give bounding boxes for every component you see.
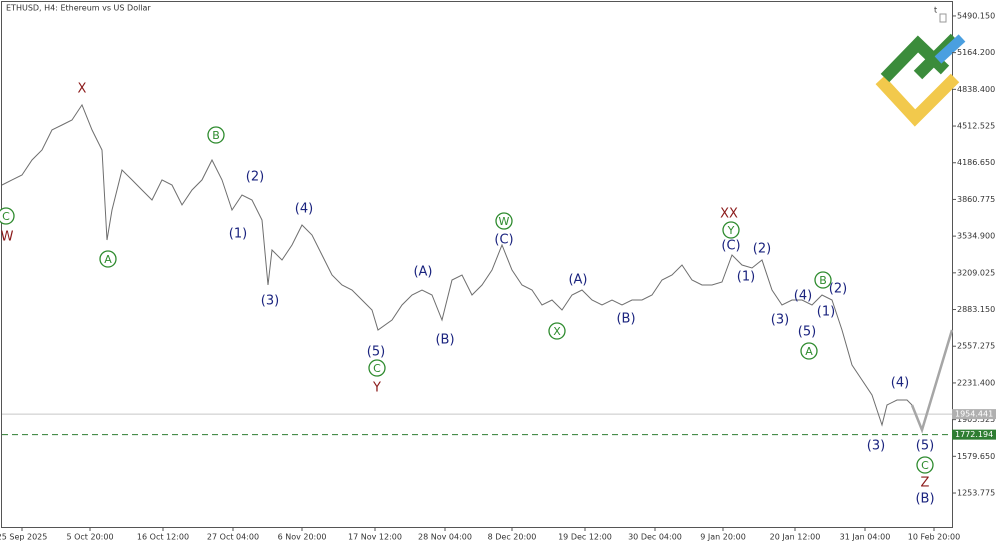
x-tick-label: 6 Nov 20:00	[278, 533, 327, 542]
x-tick-label: 8 Dec 20:00	[488, 533, 537, 542]
wave-circle	[722, 221, 740, 239]
y-tick-label: 1579.650	[957, 452, 995, 461]
wave-label: (3)	[261, 294, 279, 309]
x-tick-label: 5 Oct 20:00	[66, 533, 113, 542]
x-tick-label: 28 Nov 04:00	[418, 533, 472, 542]
price-box	[952, 409, 996, 420]
wave-label: (2)	[246, 170, 264, 185]
wave-label: (2)	[829, 282, 847, 297]
wave-label: (1)	[817, 305, 835, 320]
wave-label: Y	[372, 381, 381, 396]
wave-label: (1)	[737, 270, 755, 285]
x-tick-label: 16 Oct 12:00	[137, 533, 189, 542]
y-tick-label: 2557.275	[957, 342, 995, 351]
wave-label: (5)	[798, 325, 816, 340]
y-tick-label: 1253.775	[957, 489, 995, 498]
wave-label: (C)	[721, 239, 740, 254]
wave-circle	[495, 212, 513, 230]
y-tick-label: 2883.150	[957, 305, 995, 314]
logo-blue	[934, 34, 966, 64]
x-tick-label: 10 Feb 20:00	[908, 533, 960, 542]
y-tick-label: 1905.525	[957, 415, 995, 424]
wave-label: (4)	[794, 289, 812, 304]
wave-circle	[916, 456, 934, 474]
wave-circle	[814, 271, 832, 289]
x-tick-label: 9 Jan 20:00	[700, 533, 746, 542]
x-tick-label: 20 Jan 12:00	[770, 533, 821, 542]
wave-label: (C)	[494, 233, 513, 248]
y-tick-label: 3209.025	[957, 268, 995, 277]
wave-circle	[800, 342, 818, 360]
wave-label: (A)	[568, 273, 587, 288]
y-tick-label: 5490.150	[957, 11, 995, 20]
wave-label: (1)	[229, 227, 247, 242]
y-tick-label: 4512.525	[957, 122, 995, 131]
wave-label: (4)	[295, 202, 313, 217]
wave-label: B	[819, 274, 827, 287]
price-label: 1772.194	[955, 430, 993, 439]
price-label: 1954.441	[955, 410, 993, 419]
plot-border	[1, 1, 953, 528]
wave-label: W	[499, 215, 510, 228]
icon[interactable]	[939, 13, 947, 23]
wave-label: (3)	[771, 313, 789, 328]
wave-label: (B)	[435, 333, 454, 348]
y-tick-label: 4186.650	[957, 158, 995, 167]
wave-label: X	[78, 82, 87, 97]
wave-label: (5)	[916, 439, 934, 454]
wave-label: (B)	[616, 312, 635, 327]
wave-label: C	[373, 362, 381, 375]
wave-circle	[0, 207, 15, 225]
chart-title: ETHUSD, H4: Ethereum vs US Dollar	[6, 4, 151, 13]
wave-label: (4)	[891, 376, 909, 391]
wave-circle	[99, 250, 117, 268]
wave-label: (2)	[753, 242, 771, 257]
y-tick-label: 2231.400	[957, 378, 995, 387]
wave-label: Y	[727, 224, 735, 237]
y-tick-label: 3534.900	[957, 232, 995, 241]
wave-label: B	[212, 129, 220, 142]
wave-label: X	[553, 325, 561, 338]
wave-circle	[368, 359, 386, 377]
x-tick-label: 30 Dec 04:00	[628, 533, 682, 542]
icon[interactable]: t	[934, 6, 937, 15]
wave-label: W	[1, 230, 14, 245]
x-tick-label: 27 Oct 04:00	[207, 533, 259, 542]
wave-label: A	[805, 345, 813, 358]
x-tick-label: 17 Nov 12:00	[348, 533, 402, 542]
wave-label: (A)	[413, 265, 432, 280]
wave-label: C	[921, 459, 929, 472]
logo-yellow	[875, 73, 960, 127]
wave-label: (B)	[915, 492, 934, 507]
y-tick-label: 4838.400	[957, 85, 995, 94]
wave-label: XX	[720, 207, 738, 222]
wave-circle	[548, 322, 566, 340]
price-line-series	[1, 103, 913, 427]
y-tick-label: 5164.200	[957, 48, 995, 57]
logo	[875, 33, 966, 127]
wave-circle	[207, 126, 225, 144]
wave-label: (3)	[867, 439, 885, 454]
price-box	[952, 429, 996, 440]
wave-label: C	[2, 210, 10, 223]
y-tick-label: 3860.775	[957, 195, 995, 204]
x-tick-label: 19 Dec 12:00	[558, 533, 612, 542]
price-line-series	[910, 329, 954, 434]
x-tick-label: 31 Jan 04:00	[840, 533, 891, 542]
wave-label: (5)	[367, 345, 385, 360]
wave-label: A	[104, 253, 112, 266]
x-tick-label: 25 Sep 2025	[0, 533, 47, 542]
wave-label: Z	[921, 476, 930, 491]
